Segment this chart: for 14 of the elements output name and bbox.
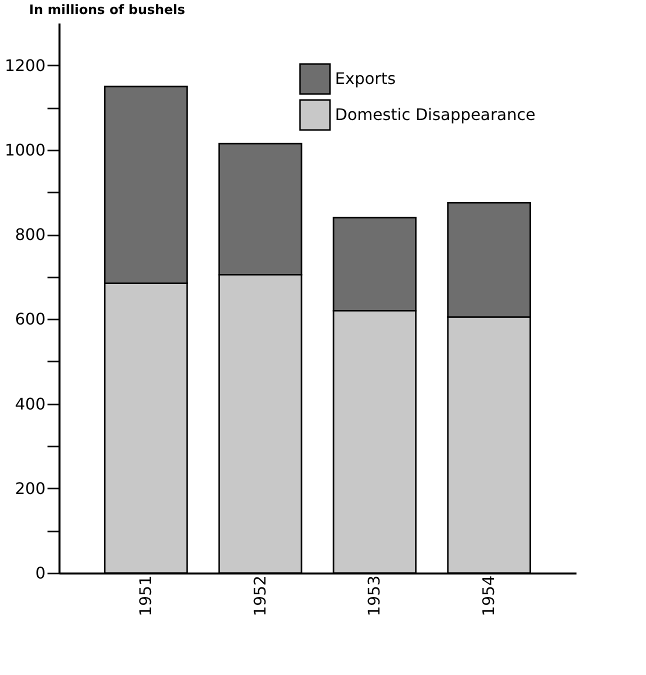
legend-label: Exports [335, 69, 396, 88]
y-tick-label: 0 [35, 564, 46, 582]
y-tick-label: 800 [14, 225, 46, 244]
y-axis-title: In millions of bushels [29, 3, 186, 18]
x-tick-label: 1954 [479, 576, 498, 616]
y-tick-label: 1000 [4, 140, 46, 160]
x-tick-label: 1951 [136, 576, 155, 616]
y-tick-label: 200 [14, 478, 46, 498]
x-tick-label: 1953 [364, 576, 384, 616]
y-tick-label: 600 [14, 310, 46, 329]
y-tick-label: 1200 [4, 56, 46, 75]
y-tick-label: 400 [14, 394, 46, 414]
legend-label: Domestic Disappearance [335, 105, 536, 124]
x-tick-label: 1952 [250, 576, 270, 616]
